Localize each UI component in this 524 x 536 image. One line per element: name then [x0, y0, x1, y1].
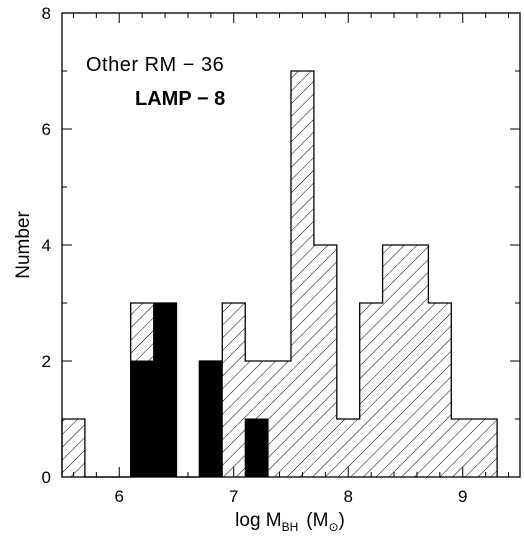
other-rm-bar-0: [62, 419, 85, 477]
lamp-bar-2: [198, 360, 223, 478]
y-tick-label-2: 2: [42, 352, 51, 371]
lamp-bar-3: [244, 418, 269, 478]
other-rm-bar-12: [336, 419, 360, 477]
lamp-bar-0: [130, 360, 155, 478]
x-axis-label-subscript: BH: [282, 520, 299, 534]
tick-labels: 6 7 8 9 0 2 4 6 8: [42, 4, 468, 506]
x-axis-label-main: log M: [235, 510, 281, 531]
other-rm-bar-18: [474, 419, 498, 477]
other-rm-bar-9: [268, 361, 291, 477]
axis-ticks: [62, 12, 520, 478]
other-rm-bar-13: [359, 303, 383, 477]
x-axis-label-unit-open: (M: [306, 510, 328, 531]
x-tick-label-9: 9: [458, 487, 467, 506]
other-rm-bars: [61, 70, 498, 478]
x-tick-label-7: 7: [229, 487, 238, 506]
legend-other-rm: Other RM − 36: [86, 54, 224, 76]
y-tick-label-6: 6: [42, 120, 51, 139]
y-tick-label-0: 0: [42, 468, 51, 487]
other-rm-bar-14: [382, 245, 406, 477]
x-axis-label-unit-subscript: ⊙: [328, 520, 338, 534]
y-tick-label-4: 4: [42, 236, 51, 255]
other-rm-bar-10: [291, 71, 314, 477]
x-axis-label-unit-close: ): [339, 510, 345, 531]
lamp-bar-1: [153, 302, 178, 478]
other-rm-bar-15: [405, 245, 429, 477]
x-tick-label-8: 8: [344, 487, 353, 506]
y-axis-label: Number: [13, 211, 34, 279]
other-rm-bar-11: [313, 245, 337, 477]
other-rm-bar-16: [428, 303, 452, 477]
other-rm-bar-7: [222, 303, 246, 477]
legend-lamp: LAMP − 8: [135, 88, 225, 110]
x-axis-label: log MBH (M⊙): [235, 510, 345, 534]
other-rm-bar-17: [451, 419, 475, 477]
x-tick-label-6: 6: [115, 487, 124, 506]
y-tick-label-8: 8: [42, 4, 51, 23]
